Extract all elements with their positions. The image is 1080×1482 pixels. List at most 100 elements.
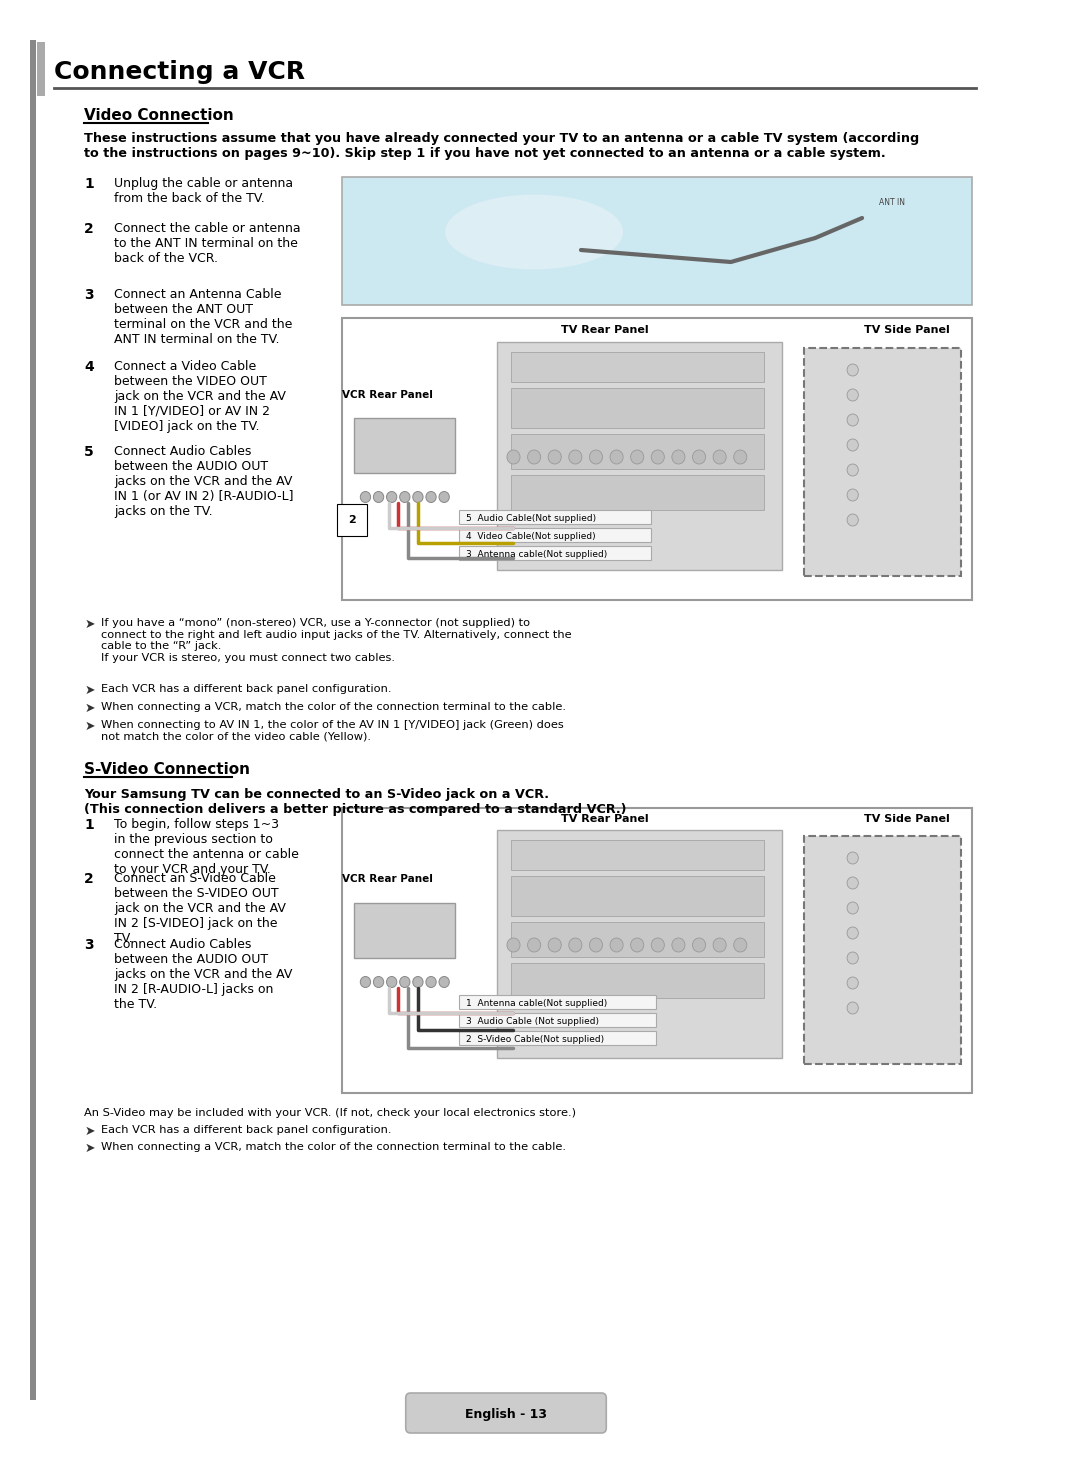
Text: Connect a Video Cable
between the VIDEO OUT
jack on the VCR and the AV
IN 1 [Y/V: Connect a Video Cable between the VIDEO … [114,360,286,433]
Circle shape [507,451,521,464]
Circle shape [361,492,370,502]
Circle shape [672,938,685,951]
Circle shape [569,938,582,951]
Bar [354,903,456,957]
Circle shape [631,451,644,464]
Bar [511,840,764,870]
Bar [511,434,764,468]
Text: English - 13: English - 13 [465,1408,546,1421]
Circle shape [438,492,449,502]
Text: Connect Audio Cables
between the AUDIO OUT
jacks on the VCR and the AV
IN 1 (or : Connect Audio Cables between the AUDIO O… [114,445,294,519]
Text: 1  Antenna cable(Not supplied): 1 Antenna cable(Not supplied) [465,999,607,1008]
Text: Connect an Antenna Cable
between the ANT OUT
terminal on the VCR and the
ANT IN : Connect an Antenna Cable between the ANT… [114,288,293,345]
Text: 1: 1 [84,176,94,191]
Text: ANT IN: ANT IN [879,199,905,207]
Bar [459,510,651,525]
Text: ➤: ➤ [84,1125,95,1138]
Circle shape [672,451,685,464]
Circle shape [400,492,410,502]
Bar [804,348,961,576]
Bar [511,388,764,428]
Circle shape [610,451,623,464]
Circle shape [549,938,562,951]
Circle shape [610,938,623,951]
Bar [459,545,651,560]
Text: VCR Rear Panel: VCR Rear Panel [341,390,432,400]
Circle shape [507,938,521,951]
Circle shape [426,977,436,987]
Circle shape [387,977,396,987]
Circle shape [374,492,383,502]
Circle shape [847,365,859,376]
Bar [511,922,764,957]
Text: 4: 4 [84,360,94,373]
Text: 2: 2 [84,871,94,886]
Circle shape [631,938,644,951]
Circle shape [847,977,859,988]
Circle shape [590,938,603,951]
Text: ➤: ➤ [84,702,95,714]
Text: 1: 1 [84,818,94,831]
Text: 2: 2 [349,516,356,525]
Text: These instructions assume that you have already connected your TV to an antenna : These instructions assume that you have … [84,132,919,160]
Text: Connect Audio Cables
between the AUDIO OUT
jacks on the VCR and the AV
IN 2 [R-A: Connect Audio Cables between the AUDIO O… [114,938,293,1011]
Text: An S-Video may be included with your VCR. (If not, check your local electronics : An S-Video may be included with your VCR… [84,1109,577,1117]
Bar [342,319,972,600]
Text: TV Rear Panel: TV Rear Panel [561,814,648,824]
Circle shape [527,938,541,951]
Circle shape [692,938,705,951]
Circle shape [590,451,603,464]
Circle shape [651,938,664,951]
Circle shape [426,492,436,502]
Text: ➤: ➤ [84,685,95,697]
Circle shape [847,489,859,501]
Bar [459,1031,656,1045]
Bar [459,994,656,1009]
Text: If you have a “mono” (non-stereo) VCR, use a Y-connector (not supplied) to
conne: If you have a “mono” (non-stereo) VCR, u… [102,618,571,662]
Circle shape [847,464,859,476]
Bar [342,808,972,1094]
Text: Unplug the cable or antenna
from the back of the TV.: Unplug the cable or antenna from the bac… [114,176,294,205]
Bar [804,836,961,1064]
Text: 2: 2 [84,222,94,236]
Bar [804,348,961,576]
Bar [497,830,782,1058]
Circle shape [651,451,664,464]
Text: TV Side Panel: TV Side Panel [864,814,950,824]
Bar [511,476,764,510]
Text: Your Samsung TV can be connected to an S-Video jack on a VCR.
(This connection d: Your Samsung TV can be connected to an S… [84,788,626,817]
Circle shape [847,439,859,451]
Text: 3: 3 [84,938,94,951]
Text: 4  Video Cable(Not supplied): 4 Video Cable(Not supplied) [465,532,595,541]
FancyBboxPatch shape [406,1393,606,1433]
Bar [354,418,456,473]
Circle shape [847,852,859,864]
Circle shape [527,451,541,464]
Circle shape [847,388,859,402]
Text: When connecting a VCR, match the color of the connection terminal to the cable.: When connecting a VCR, match the color o… [102,1143,566,1152]
Circle shape [400,977,410,987]
Bar [511,963,764,997]
Circle shape [847,928,859,940]
Text: 3  Audio Cable (Not supplied): 3 Audio Cable (Not supplied) [465,1017,598,1026]
Text: ➤: ➤ [84,618,95,631]
Circle shape [549,451,562,464]
Circle shape [847,903,859,914]
Circle shape [733,938,746,951]
Circle shape [438,977,449,987]
Text: ➤: ➤ [84,1143,95,1154]
Circle shape [847,413,859,425]
Circle shape [374,977,383,987]
Circle shape [413,492,423,502]
Text: ➤: ➤ [84,720,95,734]
Bar [38,41,45,96]
Circle shape [361,977,370,987]
Circle shape [692,451,705,464]
Text: Each VCR has a different back panel configuration.: Each VCR has a different back panel conf… [102,1125,392,1135]
Text: To begin, follow steps 1~3
in the previous section to
connect the antenna or cab: To begin, follow steps 1~3 in the previo… [114,818,299,876]
Text: TV Rear Panel: TV Rear Panel [561,325,648,335]
Circle shape [847,1002,859,1014]
Text: 2  S-Video Cable(Not supplied): 2 S-Video Cable(Not supplied) [465,1034,604,1043]
Text: VCR Rear Panel: VCR Rear Panel [341,874,432,883]
Text: Connect the cable or antenna
to the ANT IN terminal on the
back of the VCR.: Connect the cable or antenna to the ANT … [114,222,301,265]
